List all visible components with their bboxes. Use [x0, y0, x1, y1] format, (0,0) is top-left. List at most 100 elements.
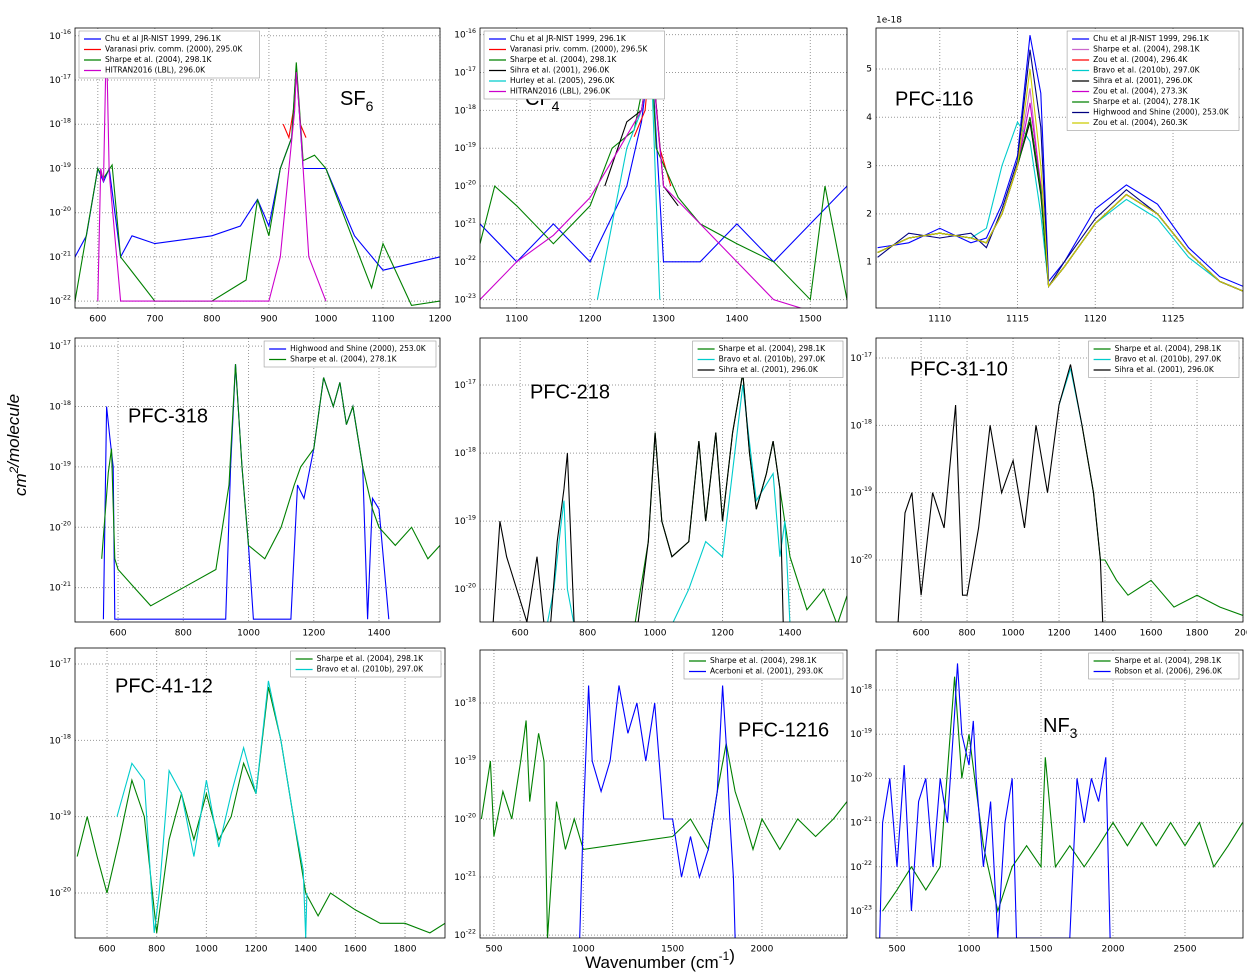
y-tick-label: 3: [866, 161, 872, 171]
plot-frame: [74, 337, 441, 623]
x-tick-label: 1800: [1186, 629, 1209, 639]
y-tick-label: 10-20: [454, 583, 476, 595]
spectrum-line: [75, 62, 440, 307]
legend-box: [1088, 652, 1240, 680]
legend-label: Varanasi priv. comm. (2000), 296.5K: [510, 45, 648, 54]
x-tick-label: 1400: [368, 629, 391, 639]
x-tick-label: 700: [146, 315, 163, 325]
y-tick-label: 10-23: [454, 293, 476, 305]
legend-box: [78, 30, 260, 79]
y-tick-label: 4: [866, 113, 872, 123]
spectrum-line: [102, 364, 390, 620]
y-tick-label: 10-22: [454, 255, 476, 267]
plot-area: [76, 680, 445, 938]
annotation: SF6: [340, 88, 374, 113]
spectrum-line: [877, 68, 1243, 292]
x-tick-label: 2000: [750, 945, 773, 955]
spectrum-line: [480, 720, 847, 938]
x-tick-label: 1000: [237, 629, 260, 639]
x-tick-label: 1300: [652, 315, 675, 325]
y-tick-label: 10-17: [850, 351, 872, 363]
y-tick-label: 10-18: [454, 696, 476, 708]
x-tick-label: 1000: [1002, 629, 1025, 639]
legend-label: Sihra et al. (2001), 296.0K: [719, 365, 819, 374]
x-tick-label: 500: [485, 945, 502, 955]
spectrum-line: [877, 121, 1243, 292]
y-tick-label: 10-18: [49, 118, 71, 130]
plot-area: [101, 364, 440, 620]
y-tick-label: 10-21: [850, 816, 872, 828]
spectrum-line: [634, 372, 847, 622]
legend-label: Sihra et al. (2001), 296.0K: [1115, 365, 1215, 374]
legend-box: [290, 650, 442, 678]
y-multiplier: 1e-18: [876, 16, 902, 26]
legend-label: Sharpe et al. (2004), 298.1K: [1115, 344, 1223, 353]
y-tick-label: 10-19: [850, 486, 872, 498]
plot-area: [897, 364, 1243, 622]
x-tick-label: 2500: [1174, 945, 1197, 955]
x-tick-label: 600: [512, 629, 529, 639]
legend-label: Sihra et al. (2001), 296.0K: [510, 66, 610, 75]
y-tick-label: 10-19: [850, 728, 872, 740]
spectrum-line: [75, 66, 440, 271]
legend-label: Sharpe et al. (2004), 298.1K: [1115, 656, 1223, 665]
legend-label: Sharpe et al. (2004), 278.1K: [1093, 97, 1201, 106]
legend-label: Zou et al. (2004), 273.3K: [1093, 87, 1188, 96]
y-tick-label: 10-16: [454, 28, 476, 40]
y-tick-label: 10-18: [850, 419, 872, 431]
legend-label: Bravo et al. (2010b), 297.0K: [719, 355, 827, 364]
x-tick-label: 1200: [711, 629, 734, 639]
spectrum-line: [547, 384, 791, 622]
plot-frame: [875, 337, 1244, 623]
legend-box: [263, 340, 437, 368]
spectrum-line: [879, 663, 1111, 938]
spectrum-line: [877, 35, 1243, 287]
annotation: PFC-1216: [738, 719, 829, 741]
x-tick-label: 800: [579, 629, 596, 639]
y-tick-label: 5: [866, 65, 872, 75]
x-tick-label: 1200: [245, 945, 268, 955]
y-tick-label: 10-17: [49, 339, 71, 351]
legend-label: Sharpe et al. (2004), 298.1K: [719, 344, 827, 353]
x-tick-label: 800: [148, 945, 165, 955]
y-tick-label: 10-19: [49, 460, 71, 472]
legend-label: Sihra et al. (2001), 296.0K: [1093, 76, 1193, 85]
y-tick-label: 10-19: [49, 162, 71, 174]
plot-frame: [479, 649, 848, 939]
legend-box: [683, 652, 844, 680]
y-tick-label: 10-18: [49, 400, 71, 412]
x-tick-label: 1400: [725, 315, 748, 325]
y-tick-label: 10-16: [49, 29, 71, 41]
legend-box: [483, 30, 665, 100]
y-tick-label: 10-20: [454, 812, 476, 824]
x-tick-label: 1000: [958, 945, 981, 955]
legend-label: Bravo et al. (2010b), 297.0K: [1115, 355, 1223, 364]
annotation: PFC-218: [530, 381, 610, 403]
y-tick-label: 10-19: [454, 754, 476, 766]
plot-frame: [875, 27, 1244, 309]
plot-area: [877, 35, 1243, 292]
y-tick-label: 10-18: [49, 734, 71, 746]
y-tick-label: 10-23: [850, 904, 872, 916]
x-tick-label: 1100: [505, 315, 528, 325]
x-axis-label: Wavenumber (cm-1): [585, 947, 735, 973]
legend-box: [1088, 340, 1240, 378]
legend-box: [692, 340, 844, 378]
x-tick-label: 1500: [1030, 945, 1053, 955]
y-tick-label: 1: [866, 258, 872, 268]
legend-label: Bravo et al. (2010b), 297.0K: [1093, 66, 1201, 75]
spectrum-line: [1081, 425, 1243, 617]
x-tick-label: 600: [109, 629, 126, 639]
legend-box: [1066, 30, 1240, 131]
annotation: PFC-41-12: [115, 675, 213, 697]
legend-label: Sharpe et al. (2004), 298.1K: [1093, 45, 1201, 54]
y-tick-label: 10-20: [850, 772, 872, 784]
legend-label: Sharpe et al. (2004), 298.1K: [105, 55, 213, 64]
spectrum-line: [579, 685, 736, 938]
spectrum-line: [897, 364, 1104, 622]
x-tick-label: 1800: [394, 945, 417, 955]
y-tick-label: 10-21: [454, 870, 476, 882]
spectrum-line: [877, 102, 1243, 292]
x-tick-label: 1115: [1006, 315, 1029, 325]
plot-frame: [479, 27, 848, 309]
